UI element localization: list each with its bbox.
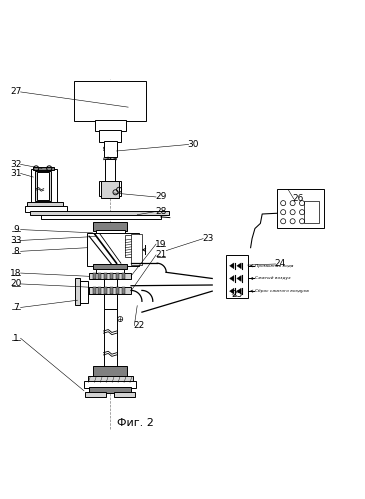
Polygon shape xyxy=(237,288,241,294)
Polygon shape xyxy=(237,275,241,281)
Bar xyxy=(31,169,57,203)
Polygon shape xyxy=(237,263,241,268)
Bar xyxy=(110,287,113,294)
Bar xyxy=(131,234,142,264)
Bar xyxy=(35,171,51,201)
Bar xyxy=(77,280,88,303)
Bar xyxy=(104,309,116,367)
Bar xyxy=(36,172,49,200)
Bar xyxy=(93,287,96,294)
Bar xyxy=(96,268,124,274)
Bar xyxy=(104,272,107,279)
Text: 22: 22 xyxy=(134,321,145,330)
Text: 8: 8 xyxy=(13,247,19,256)
Bar xyxy=(304,201,319,224)
Bar xyxy=(116,272,119,279)
Bar xyxy=(95,120,126,131)
Bar xyxy=(74,81,146,121)
Text: 32: 32 xyxy=(10,160,22,169)
Bar xyxy=(25,206,66,212)
Bar xyxy=(99,182,121,196)
Text: 1: 1 xyxy=(13,334,19,343)
Polygon shape xyxy=(230,263,234,268)
Bar xyxy=(89,287,131,294)
Bar xyxy=(125,235,135,257)
Bar xyxy=(122,287,124,294)
Text: 23: 23 xyxy=(202,234,214,243)
Text: 31: 31 xyxy=(10,169,22,178)
Bar xyxy=(89,272,131,279)
Text: 21: 21 xyxy=(155,250,166,259)
Text: 25: 25 xyxy=(231,290,242,299)
Text: 30: 30 xyxy=(188,140,199,149)
Polygon shape xyxy=(230,275,234,281)
Bar xyxy=(114,392,135,397)
Bar xyxy=(104,287,107,294)
Bar xyxy=(88,376,132,382)
Bar xyxy=(101,182,119,198)
Bar xyxy=(99,272,101,279)
Polygon shape xyxy=(230,288,234,294)
Bar xyxy=(122,272,124,279)
Text: Промывная вода: Промывная вода xyxy=(255,264,293,268)
Bar xyxy=(99,130,121,142)
Bar xyxy=(89,387,131,393)
Bar xyxy=(27,202,63,207)
Bar xyxy=(93,222,127,231)
Bar xyxy=(105,159,115,183)
Text: Сжатый воздух: Сжатый воздух xyxy=(255,276,291,280)
Bar xyxy=(116,287,119,294)
Bar xyxy=(74,278,80,305)
Text: Фиг. 2: Фиг. 2 xyxy=(117,418,154,428)
Bar xyxy=(41,215,161,219)
Text: 19: 19 xyxy=(155,240,166,249)
Text: 7: 7 xyxy=(13,303,19,312)
Bar xyxy=(87,233,139,266)
Bar xyxy=(93,264,127,269)
Bar xyxy=(93,366,127,377)
Text: Сброс сжатого воздуха: Сброс сжатого воздуха xyxy=(255,289,309,293)
Bar xyxy=(84,381,136,388)
Bar xyxy=(110,272,113,279)
Text: 26: 26 xyxy=(293,194,304,203)
Text: 29: 29 xyxy=(155,193,166,202)
Text: 18: 18 xyxy=(10,268,22,277)
Bar xyxy=(93,272,96,279)
Bar xyxy=(277,190,324,229)
Bar xyxy=(99,287,101,294)
Text: 9: 9 xyxy=(13,225,19,234)
Bar xyxy=(30,211,169,216)
Bar xyxy=(33,167,54,170)
Bar xyxy=(104,274,116,309)
Bar xyxy=(96,230,124,235)
Bar xyxy=(226,255,248,298)
Text: 28: 28 xyxy=(155,207,166,216)
Text: 20: 20 xyxy=(10,279,22,288)
Text: 24: 24 xyxy=(275,259,286,268)
Bar xyxy=(104,141,116,157)
Text: 33: 33 xyxy=(10,236,22,245)
Bar xyxy=(85,392,106,397)
Text: 27: 27 xyxy=(10,87,22,96)
